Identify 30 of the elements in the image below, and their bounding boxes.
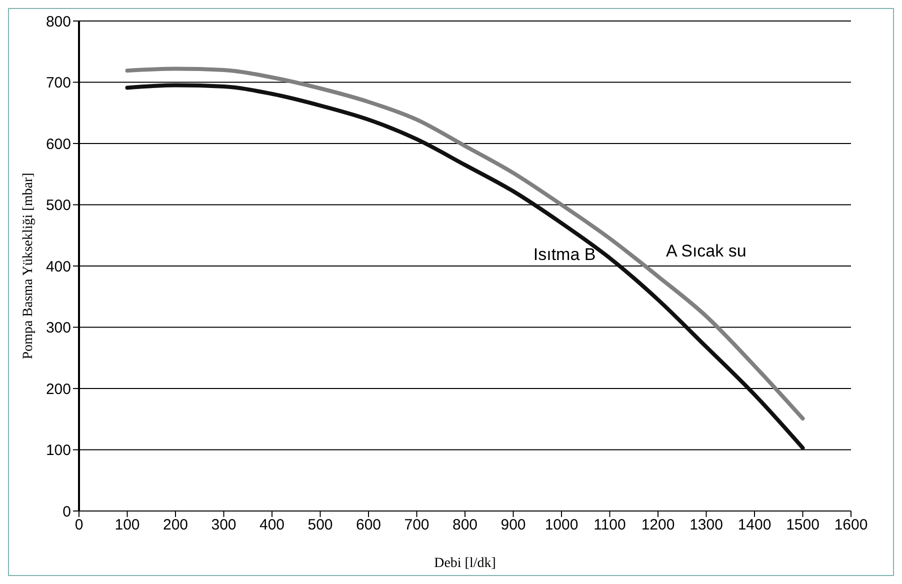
y-tick-label: 300 <box>46 320 71 337</box>
x-tick-label: 0 <box>74 516 84 534</box>
x-tick-label: 1200 <box>641 516 675 534</box>
y-tick-label: 0 <box>62 503 71 520</box>
x-axis-title: Debi [l/dk] <box>434 556 496 571</box>
x-tick-label: 600 <box>356 516 382 534</box>
y-tick-label: 500 <box>46 197 71 214</box>
y-tick-label: 200 <box>46 380 71 398</box>
y-tick-label: 600 <box>46 136 71 153</box>
x-tick-label: 800 <box>452 516 478 534</box>
y-tick-label: 100 <box>46 442 71 460</box>
x-tick-label: 1500 <box>786 516 820 534</box>
x-tick-label: 1300 <box>690 516 723 534</box>
series-label: Isıtma B <box>533 245 596 264</box>
x-tick-label: 400 <box>259 516 285 534</box>
x-tick-label: 500 <box>308 516 333 534</box>
x-tick-label: 1000 <box>544 516 578 534</box>
x-tick-label: 300 <box>211 516 236 534</box>
x-tick-label: 900 <box>500 516 526 534</box>
x-tick-label: 100 <box>114 516 140 534</box>
y-axis-title: Pompa Basma Yüksekliği [mbar] <box>20 172 36 360</box>
x-tick-label: 1400 <box>738 516 772 534</box>
y-tick-label: 700 <box>46 74 71 92</box>
x-tick-label: 700 <box>404 516 430 534</box>
y-tick-label: 400 <box>46 258 71 276</box>
series-label: A Sıcak su <box>666 241 746 260</box>
x-tick-label: 1100 <box>594 516 626 534</box>
y-tick-label: 800 <box>46 13 71 30</box>
x-tick-label: 200 <box>162 516 188 534</box>
x-tick-label: 1600 <box>834 516 868 534</box>
